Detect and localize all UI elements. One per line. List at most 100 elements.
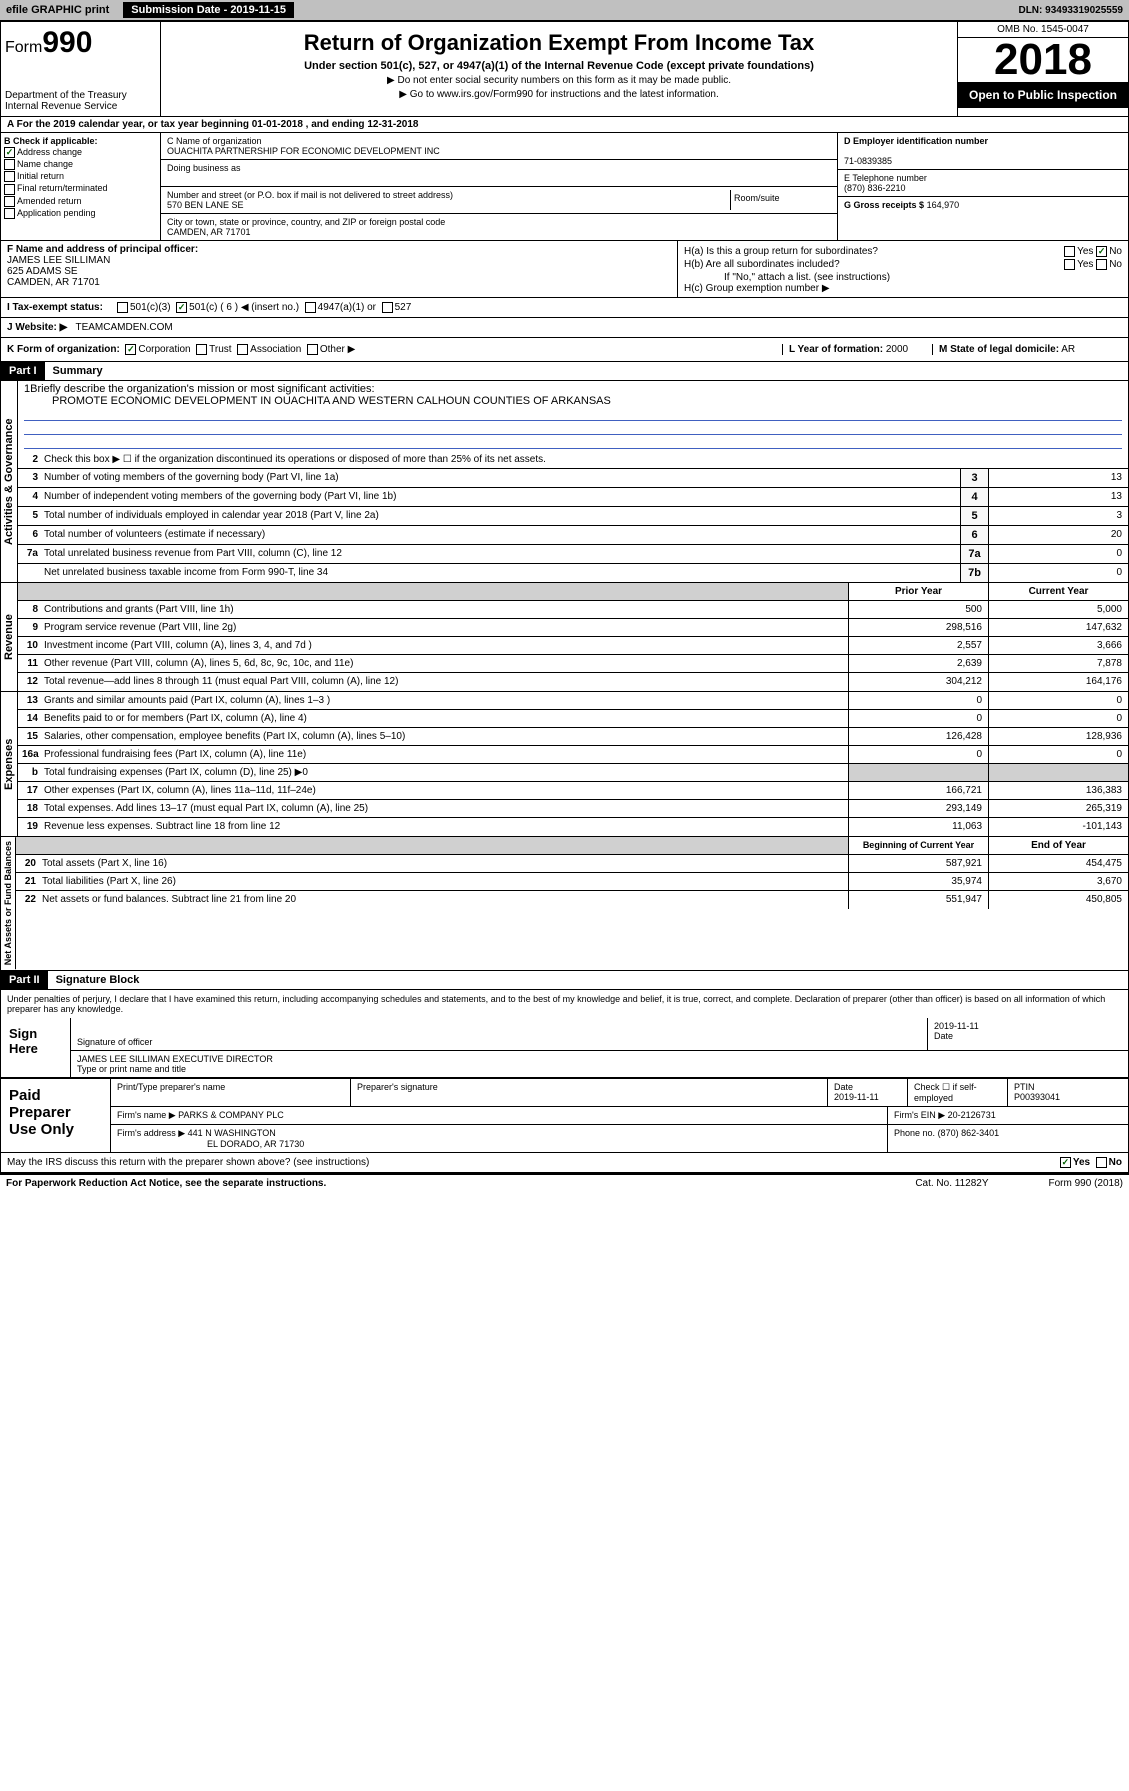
assoc-checkbox[interactable] xyxy=(237,344,248,355)
gross-receipts: 164,970 xyxy=(927,200,960,210)
website: TEAMCAMDEN.COM xyxy=(75,322,172,333)
state-domicile-label: M State of legal domicile: xyxy=(939,344,1059,355)
sig-date: 2019-11-11 xyxy=(934,1021,979,1031)
address-change-checkbox[interactable] xyxy=(4,147,15,158)
ptin: P00393041 xyxy=(1014,1092,1060,1102)
end-year-header: End of Year xyxy=(988,837,1128,854)
line2: Check this box ▶ ☐ if the organization d… xyxy=(42,451,1128,468)
year-formation: 2000 xyxy=(886,344,908,355)
gross-receipts-label: G Gross receipts $ xyxy=(844,200,924,210)
name-change-checkbox[interactable] xyxy=(4,159,15,170)
line11: Other revenue (Part VIII, column (A), li… xyxy=(42,655,848,672)
part1-title: Summary xyxy=(45,362,111,380)
revenue-section-label: Revenue xyxy=(1,583,18,691)
other-checkbox[interactable] xyxy=(307,344,318,355)
initial-return-checkbox[interactable] xyxy=(4,171,15,182)
sign-here-label: Sign Here xyxy=(1,1018,71,1077)
line6-val: 20 xyxy=(988,526,1128,544)
mission-text: PROMOTE ECONOMIC DEVELOPMENT IN OUACHITA… xyxy=(24,395,1122,407)
street: 570 BEN LANE SE xyxy=(167,200,730,210)
ha-yes-checkbox[interactable] xyxy=(1064,246,1075,257)
discuss-no-checkbox[interactable] xyxy=(1096,1157,1107,1168)
line7a: Total unrelated business revenue from Pa… xyxy=(42,545,960,563)
submission-date: Submission Date - 2019-11-15 xyxy=(123,2,294,18)
line22: Net assets or fund balances. Subtract li… xyxy=(40,891,848,909)
cat-number: Cat. No. 11282Y xyxy=(915,1178,988,1189)
line16b: Total fundraising expenses (Part IX, col… xyxy=(42,764,848,781)
self-employed-check: Check ☐ if self-employed xyxy=(908,1079,1008,1106)
tax-year: 2018 xyxy=(958,38,1128,82)
part2-title: Signature Block xyxy=(48,971,148,989)
501c3-checkbox[interactable] xyxy=(117,302,128,313)
firm-ein: 20-2126731 xyxy=(948,1110,996,1120)
ha-no-checkbox[interactable] xyxy=(1096,246,1107,257)
phone: (870) 836-2210 xyxy=(844,183,906,193)
dept-label: Department of the Treasury Internal Reve… xyxy=(5,90,156,112)
line16a: Professional fundraising fees (Part IX, … xyxy=(42,746,848,763)
hb-label: H(b) Are all subordinates included? xyxy=(684,259,840,270)
subtitle: Under section 501(c), 527, or 4947(a)(1)… xyxy=(165,60,953,72)
website-label: J Website: ▶ xyxy=(7,322,67,333)
org-name: OUACHITA PARTNERSHIP FOR ECONOMIC DEVELO… xyxy=(167,146,831,156)
street-label: Number and street (or P.O. box if mail i… xyxy=(167,190,730,200)
note-1: ▶ Do not enter social security numbers o… xyxy=(165,75,953,86)
line8: Contributions and grants (Part VIII, lin… xyxy=(42,601,848,618)
501c-checkbox[interactable] xyxy=(176,302,187,313)
trust-checkbox[interactable] xyxy=(196,344,207,355)
firm-name: PARKS & COMPANY PLC xyxy=(178,1110,284,1120)
hb-no-checkbox[interactable] xyxy=(1096,259,1107,270)
sig-officer-label: Signature of officer xyxy=(77,1037,152,1047)
line9: Program service revenue (Part VIII, line… xyxy=(42,619,848,636)
note-2: ▶ Go to www.irs.gov/Form990 for instruct… xyxy=(165,89,953,100)
line5-val: 3 xyxy=(988,507,1128,525)
firm-addr2: EL DORADO, AR 71730 xyxy=(117,1139,304,1149)
discuss-yes-checkbox[interactable] xyxy=(1060,1157,1071,1168)
line5: Total number of individuals employed in … xyxy=(42,507,960,525)
officer-label: F Name and address of principal officer: xyxy=(7,244,198,255)
line12: Total revenue—add lines 8 through 11 (mu… xyxy=(42,673,848,691)
year-formation-label: L Year of formation: xyxy=(789,344,883,355)
hb-note: If "No," attach a list. (see instruction… xyxy=(684,272,1122,283)
current-year-header: Current Year xyxy=(988,583,1128,600)
app-pending-checkbox[interactable] xyxy=(4,208,15,219)
open-public-badge: Open to Public Inspection xyxy=(958,82,1128,108)
form-number: 990 xyxy=(42,26,92,59)
hc-label: H(c) Group exemption number ▶ xyxy=(684,283,1122,294)
city-label: City or town, state or province, country… xyxy=(167,217,831,227)
ein-label: D Employer identification number xyxy=(844,136,988,146)
line4: Number of independent voting members of … xyxy=(42,488,960,506)
hb-yes-checkbox[interactable] xyxy=(1064,259,1075,270)
dln-label: DLN: 93493319025559 xyxy=(1018,5,1123,16)
line10: Investment income (Part VIII, column (A)… xyxy=(42,637,848,654)
officer-name-title: JAMES LEE SILLIMAN EXECUTIVE DIRECTOR xyxy=(77,1054,273,1064)
line3: Number of voting members of the governin… xyxy=(42,469,960,487)
page-title: Return of Organization Exempt From Incom… xyxy=(165,30,953,56)
tax-status-label: I Tax-exempt status: xyxy=(7,302,117,313)
room-suite: Room/suite xyxy=(731,190,831,210)
line7b: Net unrelated business taxable income fr… xyxy=(42,564,960,582)
line20: Total assets (Part X, line 16) xyxy=(40,855,848,872)
efile-label: efile GRAPHIC print xyxy=(6,4,109,16)
prep-sig-label: Preparer's signature xyxy=(351,1079,828,1106)
line7b-val: 0 xyxy=(988,564,1128,582)
527-checkbox[interactable] xyxy=(382,302,393,313)
ein: 71-0839385 xyxy=(844,156,892,166)
type-print-label: Type or print name and title xyxy=(77,1064,186,1074)
ha-label: H(a) Is this a group return for subordin… xyxy=(684,246,878,257)
line6: Total number of volunteers (estimate if … xyxy=(42,526,960,544)
final-return-checkbox[interactable] xyxy=(4,184,15,195)
form-org-label: K Form of organization: xyxy=(7,344,120,355)
sig-date-label: Date xyxy=(934,1031,953,1041)
4947-checkbox[interactable] xyxy=(305,302,316,313)
phone-label: E Telephone number xyxy=(844,173,927,183)
line13: Grants and similar amounts paid (Part IX… xyxy=(42,692,848,709)
firm-phone: (870) 862-3401 xyxy=(938,1128,1000,1138)
line1-label: Briefly describe the organization's miss… xyxy=(30,383,374,395)
line3-val: 13 xyxy=(988,469,1128,487)
part1-badge: Part I xyxy=(1,362,45,380)
section-b-label: B Check if applicable: xyxy=(4,136,98,146)
corp-checkbox[interactable] xyxy=(125,344,136,355)
line7a-val: 0 xyxy=(988,545,1128,563)
amended-checkbox[interactable] xyxy=(4,196,15,207)
prior-year-header: Prior Year xyxy=(848,583,988,600)
